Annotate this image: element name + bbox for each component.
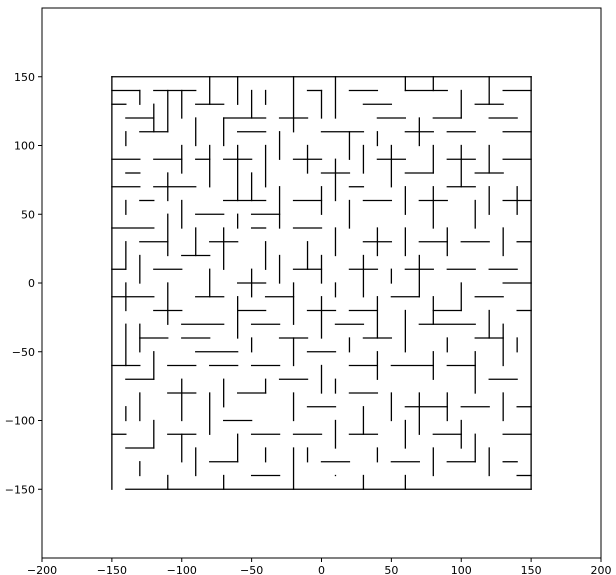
x-tick-label: −200: [27, 564, 57, 575]
x-tick-label: −150: [97, 564, 127, 575]
x-tick-label: −100: [167, 564, 197, 575]
x-tick-label: −50: [240, 564, 263, 575]
maze-lines: [111, 76, 532, 490]
x-tick-label: 100: [451, 564, 472, 575]
y-tick-label: 50: [21, 208, 35, 221]
y-tick-label: −50: [12, 346, 35, 359]
y-tick-label: 150: [14, 71, 35, 84]
x-tick-label: 150: [521, 564, 542, 575]
y-tick-label: 100: [14, 140, 35, 153]
x-axis: −200 −150 −100 −50 0 50 100 150 200: [27, 558, 612, 575]
y-tick-label: −150: [5, 483, 35, 496]
y-tick-label: 0: [28, 277, 35, 290]
x-tick-label: 200: [591, 564, 612, 575]
y-tick-label: −100: [5, 415, 35, 428]
y-axis: −150 −100 −50 0 50 100 150: [5, 71, 42, 496]
x-tick-label: 0: [318, 564, 325, 575]
x-tick-label: 50: [384, 564, 398, 575]
